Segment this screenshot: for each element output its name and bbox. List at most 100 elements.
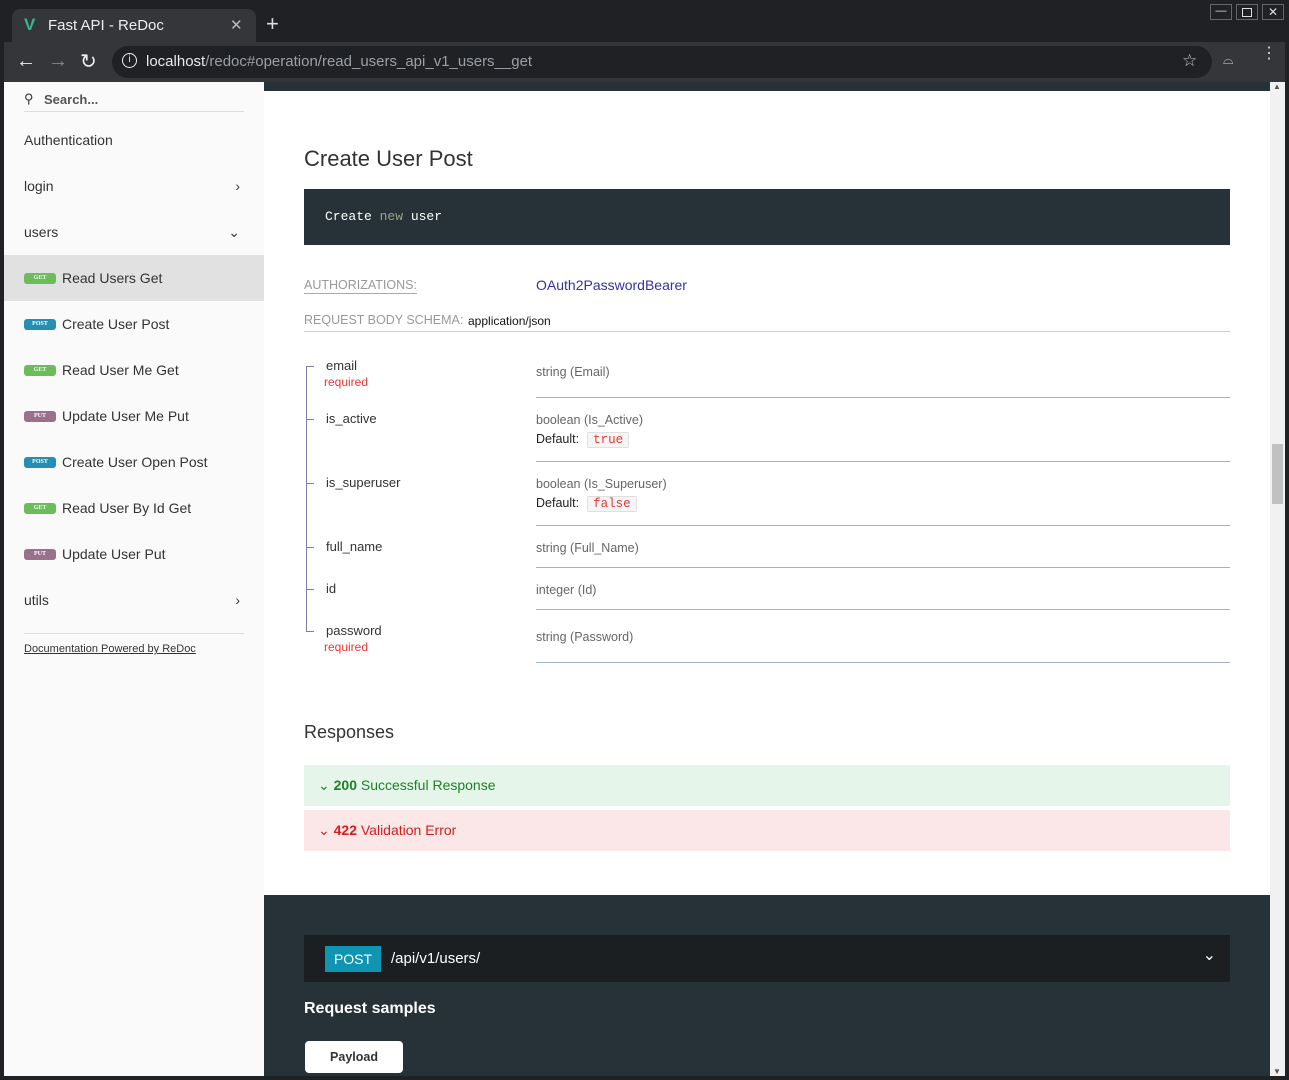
main-content: Create User Post Create new user AUTHORI…: [264, 82, 1270, 1076]
tree-tick: [306, 589, 314, 590]
prop-name: password: [326, 623, 382, 638]
default-label: Default:: [536, 432, 580, 446]
put-badge: PUT: [24, 548, 56, 560]
sidebar-item-utils[interactable]: utils ›: [4, 577, 264, 623]
get-badge: GET: [24, 502, 56, 514]
default-value: false: [587, 496, 637, 512]
request-samples-title: Request samples: [304, 1000, 436, 1017]
minimize-icon[interactable]: —: [1210, 4, 1232, 20]
scroll-down-icon[interactable]: ▼: [1273, 1067, 1281, 1076]
browser-tab[interactable]: V Fast API - ReDoc ✕: [12, 9, 256, 43]
prop-name: is_superuser: [326, 475, 401, 490]
divider: [536, 525, 1230, 526]
search-input[interactable]: Search...: [44, 92, 99, 107]
divider: [536, 461, 1230, 462]
search-icon: ⚲: [24, 91, 34, 106]
chevron-right-icon: ›: [235, 178, 240, 194]
chevron-right-icon: ›: [235, 592, 240, 608]
payload-tab[interactable]: Payload: [305, 1041, 403, 1073]
tree-tick: [306, 631, 314, 632]
forward-icon[interactable]: →: [48, 50, 68, 72]
info-icon: i: [122, 53, 137, 68]
response-code: 200: [333, 777, 357, 793]
get-badge: GET: [24, 364, 56, 376]
right-panel: POST /api/v1/users/ ⌄ Request samples Pa…: [264, 895, 1270, 1076]
sidebar-item-create-user-open-post[interactable]: POST Create User Open Post: [4, 439, 264, 485]
scrollbar[interactable]: ▲ ▼: [1270, 82, 1285, 1076]
sidebar-item-label: Update User Me Put: [62, 408, 189, 424]
bookmark-star-icon[interactable]: ☆: [1182, 51, 1198, 70]
sidebar-item-update-user-put[interactable]: PUT Update User Put: [4, 531, 264, 577]
prop-type: string (Password): [536, 630, 634, 644]
sidebar-item-label: Authentication: [24, 132, 113, 148]
sidebar-item-read-user-by-id-get[interactable]: GET Read User By Id Get: [4, 485, 264, 531]
url-host: localhost: [146, 53, 206, 70]
prop-name: full_name: [326, 539, 383, 554]
maximize-icon[interactable]: [1236, 4, 1258, 20]
sidebar-item-read-users-get[interactable]: GET Read Users Get: [4, 255, 264, 301]
address-bar[interactable]: i localhost/redoc#operation/read_users_a…: [112, 46, 1212, 78]
prop-type: string (Full_Name): [536, 541, 639, 555]
chevron-down-icon: ⌄: [318, 777, 330, 793]
reload-icon[interactable]: ↻: [80, 51, 97, 73]
response-label: Validation Error: [360, 822, 457, 838]
tab-title: Fast API - ReDoc: [48, 17, 164, 34]
new-tab-icon[interactable]: +: [266, 11, 279, 36]
response-200[interactable]: ⌄ 200 Successful Response: [304, 765, 1230, 806]
favicon-icon: V: [24, 15, 36, 34]
default-value: true: [587, 432, 630, 448]
window-close-icon[interactable]: ✕: [1262, 4, 1284, 20]
menu-icon[interactable]: ⋮: [1261, 46, 1277, 62]
search-box[interactable]: ⚲ Search...: [24, 90, 244, 112]
scroll-thumb[interactable]: [1272, 444, 1283, 504]
sidebar-item-label: Create User Post: [62, 316, 170, 332]
incognito-icon: ⌓: [1223, 52, 1234, 67]
default-label: Default:: [536, 496, 580, 510]
sidebar-item-login[interactable]: login ›: [4, 163, 264, 209]
sidebar-item-authentication[interactable]: Authentication: [4, 117, 264, 163]
sidebar-item-update-user-me-put[interactable]: PUT Update User Me Put: [4, 393, 264, 439]
sidebar-item-read-user-me-get[interactable]: GET Read User Me Get: [4, 347, 264, 393]
response-422[interactable]: ⌄ 422 Validation Error: [304, 810, 1230, 851]
prop-name: id: [326, 581, 337, 596]
page-title: Create User Post: [304, 146, 473, 171]
tree-tick: [306, 547, 314, 548]
sidebar-item-label: login: [24, 178, 54, 194]
method-badge: POST: [325, 946, 381, 972]
prop-type: boolean (Is_Superuser): [536, 477, 667, 491]
close-tab-icon[interactable]: ✕: [230, 17, 243, 34]
chevron-down-icon[interactable]: ⌄: [1202, 947, 1216, 964]
redoc-link[interactable]: Documentation Powered by ReDoc: [24, 643, 196, 655]
schema-tree-line: [306, 366, 307, 632]
sidebar-item-users[interactable]: users ⌄: [4, 209, 264, 255]
get-badge: GET: [24, 272, 56, 284]
code-text: Create: [325, 209, 380, 224]
chevron-down-icon: ⌄: [228, 223, 240, 240]
response-label: Successful Response: [360, 777, 496, 793]
sidebar-item-label: Read Users Get: [62, 270, 163, 286]
divider: [536, 662, 1230, 663]
post-badge: POST: [24, 456, 56, 468]
sidebar-item-label: users: [24, 224, 59, 240]
code-text: user: [403, 209, 443, 224]
content-type: application/json: [468, 314, 551, 328]
endpoint-bar[interactable]: POST /api/v1/users/ ⌄: [304, 935, 1230, 982]
divider: [536, 609, 1230, 610]
prop-type: boolean (Is_Active): [536, 413, 644, 427]
prop-type: string (Email): [536, 365, 610, 379]
response-code: 422: [333, 822, 357, 838]
sidebar-item-label: Read User By Id Get: [62, 500, 192, 516]
sidebar-item-label: Create User Open Post: [62, 454, 208, 470]
required-label: required: [324, 375, 369, 389]
description-code-block: Create new user: [304, 189, 1230, 245]
sidebar-item-create-user-post[interactable]: POST Create User Post: [4, 301, 264, 347]
tree-tick: [306, 419, 314, 420]
tree-tick: [306, 366, 314, 367]
scroll-up-icon[interactable]: ▲: [1273, 82, 1281, 91]
divider: [304, 331, 1230, 332]
responses-title: Responses: [304, 722, 395, 742]
url-path: /redoc#operation/read_users_api_v1_users…: [205, 53, 533, 70]
back-icon[interactable]: ←: [16, 50, 36, 72]
sidebar: ⚲ Search... Authentication login › users ⌄…: [4, 82, 264, 1076]
auth-scheme-link[interactable]: OAuth2PasswordBearer: [536, 277, 687, 293]
